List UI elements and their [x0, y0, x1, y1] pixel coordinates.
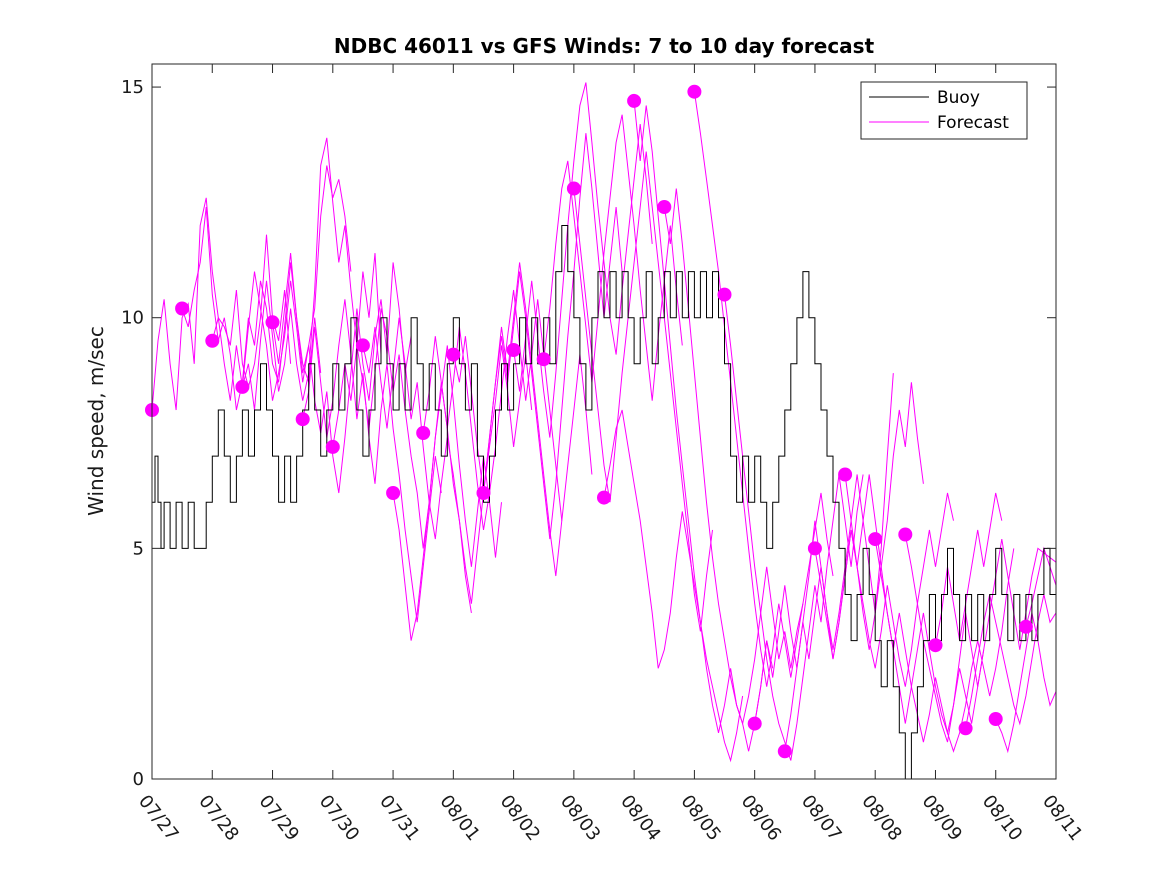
legend-buoy-label: Buoy: [937, 88, 980, 108]
forecast-line: [784, 382, 924, 752]
forecast-line: [362, 317, 502, 567]
y-tick-label: 10: [121, 308, 144, 329]
forecast-line: [241, 137, 382, 411]
forecast-marker: [717, 287, 732, 302]
legend-box: [860, 81, 1028, 140]
forecast-marker: [807, 541, 822, 556]
forecast-marker: [597, 490, 611, 505]
forecast-line: [1025, 546, 1057, 627]
forecast-marker: [355, 338, 370, 353]
chart-title: NDBC 46011 vs GFS Winds: 7 to 10 day for…: [334, 34, 875, 58]
forecast-line: [332, 308, 472, 613]
forecast-marker: [386, 486, 401, 500]
forecast-line: [935, 492, 1003, 646]
forecast-line: [543, 114, 683, 401]
y-tick-label: 5: [133, 538, 144, 559]
forecast-marker: [657, 200, 672, 214]
x-tick-label: 08/10: [978, 791, 1026, 845]
legend: Buoy Forecast: [860, 81, 1028, 140]
forecast-line: [633, 100, 774, 752]
x-tick-label: 08/03: [556, 791, 604, 845]
forecast-marker: [627, 93, 642, 108]
forecast-line: [513, 82, 653, 438]
x-tick-label: 08/02: [496, 791, 544, 845]
forecast-marker: [536, 352, 551, 367]
forecast-line: [392, 345, 533, 641]
x-tick-label: 08/05: [676, 791, 724, 845]
forecast-marker: [325, 439, 340, 454]
forecast-line: [693, 91, 834, 687]
y-tick-label: 15: [121, 77, 144, 98]
x-tick-label: 08/01: [435, 791, 483, 845]
forecast-marker: [988, 712, 1003, 726]
forecast-line: [603, 409, 744, 763]
x-tick-label: 08/07: [797, 791, 845, 845]
x-tick-label: 08/04: [616, 791, 664, 845]
forecast-line: [844, 474, 985, 735]
y-axis: 0 5 10 15: [121, 77, 1056, 790]
forecast-marker: [175, 301, 190, 316]
forecast-line: [874, 539, 1015, 753]
x-tick-label: 07/31: [375, 791, 423, 845]
forecast-marker: [416, 426, 431, 440]
forecast-line: [663, 188, 804, 726]
forecast-line: [272, 253, 412, 494]
forecast-line: [422, 289, 563, 530]
buoy-line: [152, 225, 1057, 780]
forecast-marker: [868, 532, 883, 547]
forecast-marker: [747, 716, 762, 731]
forecast-line: [573, 151, 713, 632]
forecast-line: [302, 299, 442, 623]
legend-forecast-label: Forecast: [937, 113, 1009, 133]
forecast-line: [151, 197, 292, 411]
x-axis: 07/27 07/28 07/29 07/30 07/31 08/01 08/02 08/03…: [134, 64, 1087, 845]
forecast-marker: [566, 181, 581, 196]
x-tick-label: 08/08: [857, 791, 905, 845]
forecast-line: [995, 612, 1057, 754]
x-tick-label: 07/27: [134, 791, 182, 845]
forecast-line: [483, 133, 623, 540]
buoy-series: [152, 225, 1057, 780]
forecast-marker: [476, 486, 491, 500]
forecast-line: [452, 262, 593, 577]
x-tick-label: 08/11: [1038, 791, 1086, 845]
forecast-marker: [898, 527, 913, 542]
plot-frame: [151, 63, 1057, 780]
forecast-line: [754, 373, 894, 724]
forecast-marker: [265, 315, 280, 330]
forecast-marker: [687, 84, 702, 99]
y-tick-label: 0: [133, 769, 144, 790]
forecast-marker: [928, 638, 943, 653]
forecast-marker: [235, 379, 250, 394]
forecast-series: [151, 82, 1057, 763]
x-tick-label: 07/28: [194, 791, 242, 845]
x-tick-label: 08/06: [737, 791, 785, 845]
forecast-marker: [506, 343, 521, 357]
forecast-line: [181, 206, 322, 411]
forecast-marker: [838, 467, 853, 482]
forecast-marker: [1018, 619, 1033, 634]
forecast-line: [904, 534, 1057, 743]
forecast-line: [814, 492, 954, 687]
x-tick-label: 08/09: [918, 791, 966, 845]
forecast-line: [724, 294, 864, 761]
forecast-line: [211, 165, 352, 401]
y-axis-label: Wind speed, m/sec: [84, 326, 108, 516]
forecast-marker: [958, 721, 973, 736]
x-tick-label: 07/30: [315, 791, 363, 845]
forecast-marker: [205, 333, 220, 348]
forecast-markers: [145, 84, 1033, 759]
forecast-marker: [295, 412, 310, 427]
x-tick-label: 07/29: [255, 791, 303, 845]
forecast-line: [965, 594, 1057, 729]
forecast-marker: [777, 744, 792, 759]
forecast-marker: [446, 347, 461, 362]
